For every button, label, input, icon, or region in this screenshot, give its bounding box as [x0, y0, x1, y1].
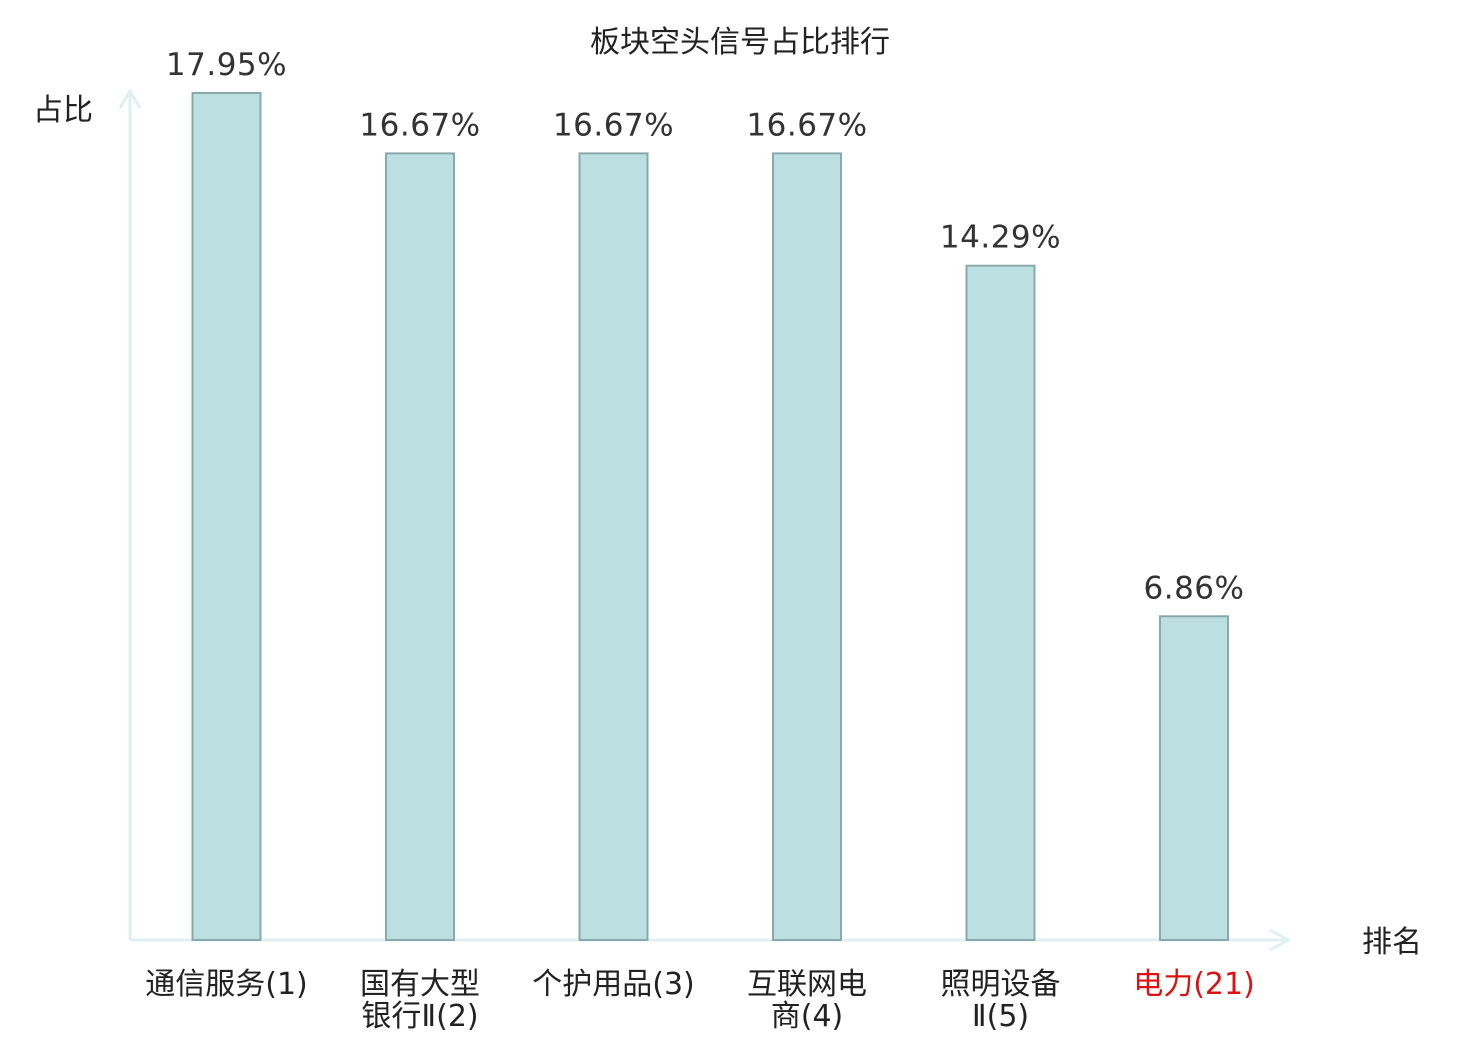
y-axis-label: 占比: [33, 93, 93, 128]
category-label-4: 互联网电商(4): [747, 967, 867, 1034]
bar-2: [385, 152, 455, 942]
category-label-line: 个护用品(3): [532, 967, 695, 1002]
x-axis-arrow: [1269, 928, 1292, 952]
category-label-line: 电力(21): [1133, 967, 1255, 1002]
axes: [118, 88, 1292, 952]
value-label-5: 14.29%: [940, 220, 1061, 256]
category-label-6: 电力(21): [1133, 967, 1255, 1002]
category-label-line: 通信服务(1): [145, 967, 308, 1002]
value-label-4: 16.67%: [746, 107, 867, 143]
category-label-5: 照明设备 Ⅱ(5): [941, 967, 1061, 1034]
category-label-line: Ⅱ(5): [972, 999, 1029, 1034]
chart-title: 板块空头信号占比排行: [590, 25, 890, 60]
category-labels-group: 通信服务(1) 国有大型银行Ⅱ(2) 个护用品(3) 互联网电商(4) 照明设备 Ⅱ(5)…: [145, 967, 1255, 1034]
x-axis-label: 排名: [1362, 925, 1422, 960]
bars-group: [191, 92, 1229, 942]
value-label-1: 17.95%: [166, 47, 287, 83]
category-label-line: 国有大型: [360, 967, 480, 1002]
value-label-6: 6.86%: [1144, 570, 1245, 606]
category-label-3: 个护用品(3): [532, 967, 695, 1002]
category-label-2: 国有大型银行Ⅱ(2): [360, 967, 480, 1034]
bar-5: [965, 264, 1036, 941]
value-label-3: 16.67%: [553, 107, 674, 143]
category-label-line: 银行Ⅱ(2): [361, 999, 478, 1034]
bar-1: [191, 92, 262, 941]
bar-4: [772, 152, 842, 942]
category-label-line: 商(4): [771, 999, 844, 1034]
category-label-line: 照明设备: [941, 967, 1061, 1002]
value-label-2: 16.67%: [359, 107, 480, 143]
bar-3: [578, 152, 649, 942]
bar-6: [1159, 615, 1229, 942]
value-labels-group: 17.95% 16.67% 16.67% 16.67% 14.29% 6.86%: [166, 47, 1245, 606]
y-axis-arrow: [118, 88, 142, 109]
category-label-1: 通信服务(1): [145, 967, 308, 1002]
category-label-line: 互联网电: [747, 967, 867, 1002]
